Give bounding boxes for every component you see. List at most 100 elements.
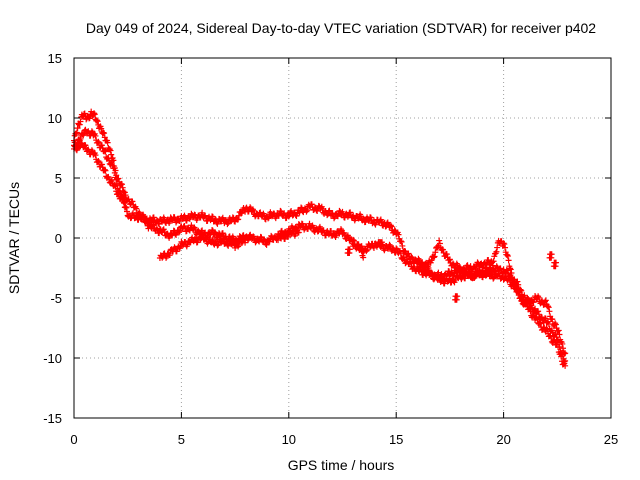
data-point [119, 184, 126, 191]
data-point [94, 118, 101, 125]
data-point [536, 319, 543, 326]
x-axis-label: GPS time / hours [288, 457, 395, 473]
data-point [501, 241, 508, 248]
data-point [552, 321, 559, 328]
data-point [209, 236, 216, 243]
data-point [150, 221, 157, 228]
data-point [560, 345, 567, 352]
data-point [519, 296, 526, 303]
x-tick-label: 15 [389, 432, 403, 447]
data-point [364, 247, 371, 254]
data-point [241, 236, 248, 243]
data-point [299, 221, 306, 228]
data-point [542, 297, 549, 304]
y-tick-label: 5 [55, 171, 62, 186]
data-point [293, 213, 300, 220]
data-point [140, 214, 147, 221]
data-point [493, 248, 500, 255]
data-point [155, 220, 162, 227]
data-point [194, 239, 201, 246]
data-point [472, 273, 479, 280]
data-point [527, 308, 534, 315]
data-point [173, 219, 180, 226]
data-point [73, 129, 80, 136]
data-point [379, 239, 386, 246]
data-point [331, 215, 338, 222]
data-point [250, 233, 257, 240]
data-point [207, 217, 214, 224]
data-point [410, 263, 417, 270]
data-point [552, 320, 559, 327]
data-point [113, 172, 120, 179]
data-point [209, 237, 216, 244]
data-point [552, 331, 559, 338]
data-point [544, 326, 551, 333]
data-point [104, 139, 111, 146]
data-point [266, 238, 273, 245]
data-point [171, 214, 178, 221]
data-point [329, 210, 336, 217]
data-point [559, 340, 566, 347]
data-point [357, 245, 364, 252]
data-point [367, 244, 374, 251]
data-point [250, 207, 257, 214]
data-point [350, 236, 357, 243]
data-point [198, 228, 205, 235]
data-point [544, 303, 551, 310]
data-point [504, 251, 511, 258]
data-point [303, 208, 310, 215]
data-points [71, 108, 569, 369]
data-point [319, 205, 326, 212]
data-point [101, 147, 108, 154]
data-point [121, 199, 128, 206]
data-point [285, 213, 292, 220]
data-point [526, 305, 533, 312]
data-point [235, 216, 242, 223]
data-point [354, 241, 361, 248]
data-point [325, 231, 332, 238]
data-point [474, 259, 481, 266]
data-point [143, 218, 150, 225]
data-point [173, 248, 180, 255]
data-point [525, 296, 532, 303]
data-point [336, 207, 343, 214]
data-point [176, 229, 183, 236]
data-point [215, 241, 222, 248]
data-point [494, 244, 501, 251]
data-point [397, 238, 404, 245]
data-point [522, 299, 529, 306]
data-point [95, 138, 102, 145]
data-point [459, 267, 466, 274]
data-point [93, 117, 100, 124]
y-tick-label: -10 [43, 351, 62, 366]
data-point [298, 204, 305, 211]
data-point [530, 299, 537, 306]
data-point [448, 269, 455, 276]
data-point [405, 250, 412, 257]
data-point [265, 214, 272, 221]
data-point [214, 242, 221, 249]
x-tick-label: 5 [178, 432, 185, 447]
data-point [397, 247, 404, 254]
data-point [351, 237, 358, 244]
data-point [562, 362, 569, 369]
data-point [399, 242, 406, 249]
data-point [407, 259, 414, 266]
data-point [115, 190, 122, 197]
data-point [82, 142, 89, 149]
data-point [98, 161, 105, 168]
x-tick-label: 25 [604, 432, 618, 447]
data-point [362, 218, 369, 225]
data-point [415, 258, 422, 265]
data-point [324, 212, 331, 219]
data-point [500, 240, 507, 247]
data-point [439, 246, 446, 253]
data-point [535, 308, 542, 315]
data-point [387, 222, 394, 229]
x-axis-ticks: 0 5 10 15 20 25 [70, 58, 618, 447]
data-point [92, 132, 99, 139]
data-point [490, 275, 497, 282]
data-point [125, 196, 132, 203]
data-point [506, 277, 513, 284]
data-point [224, 221, 231, 228]
